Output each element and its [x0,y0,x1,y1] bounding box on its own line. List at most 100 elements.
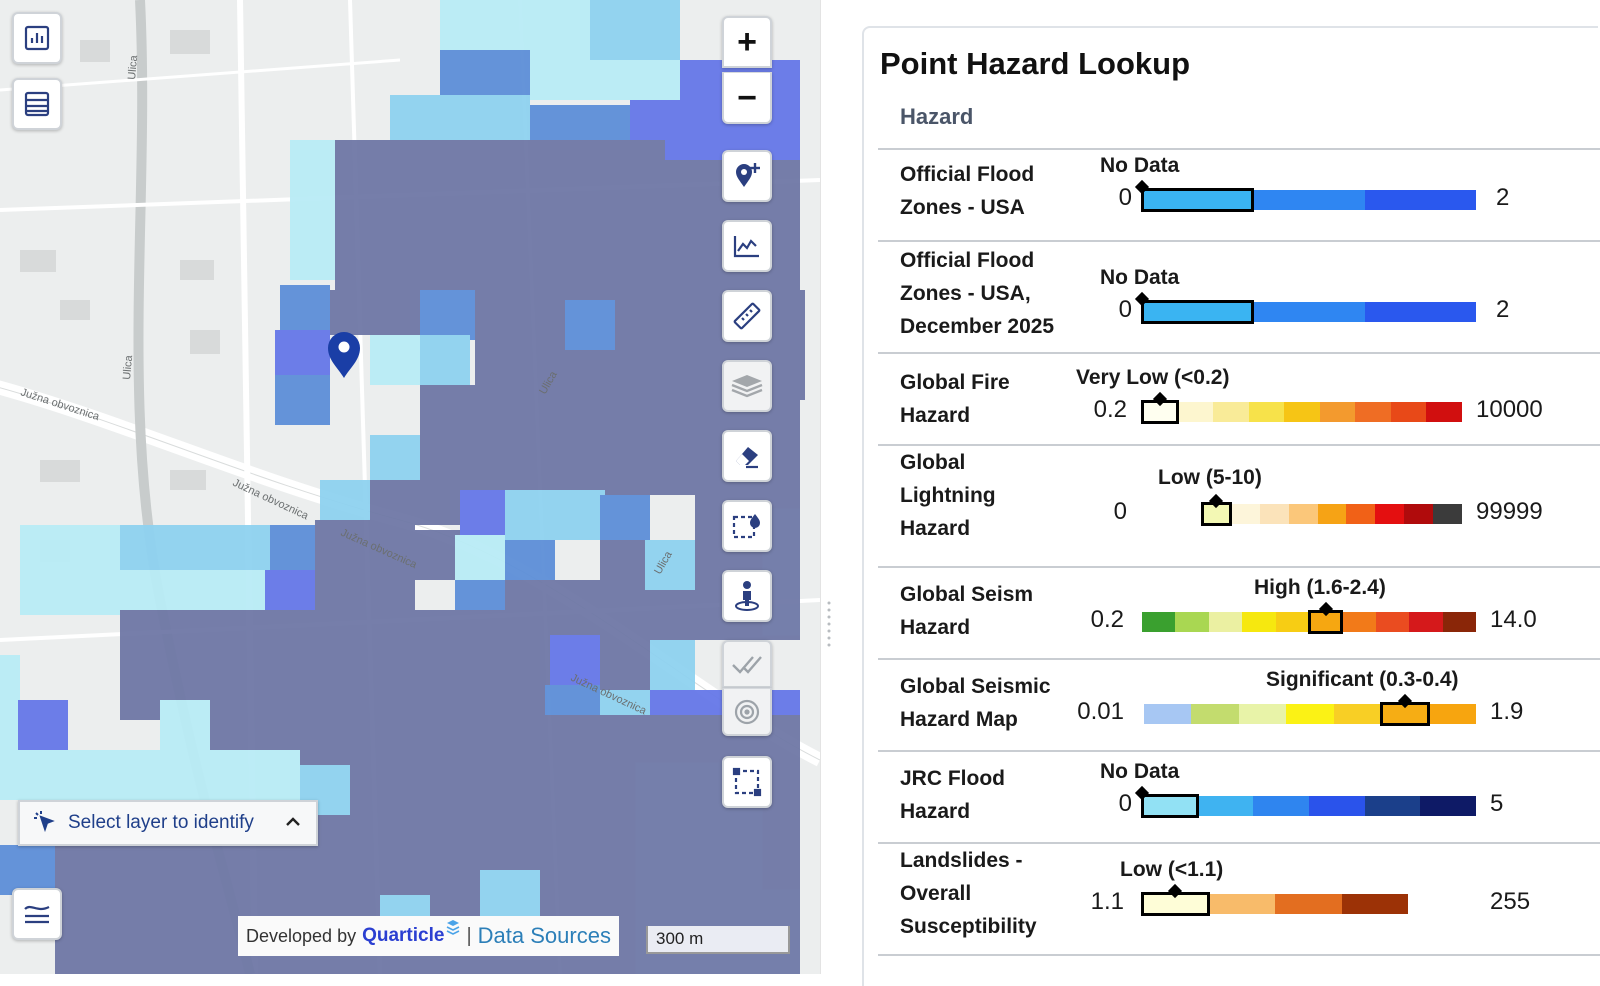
scale-segment [1308,612,1343,632]
scale-segment [1409,612,1443,632]
hazard-value: No Data [1100,760,1180,783]
scale-min: 0 [1113,498,1127,525]
scale-segment [1420,796,1476,816]
chevron-up-icon[interactable] [284,813,302,836]
scale-segment [1375,612,1410,632]
scale-min: 1.1 [1090,888,1124,915]
hazard-name-line: Hazard [900,517,971,540]
hazard-scale-bar [1142,402,1462,422]
zoom-out-button[interactable]: − [722,72,772,124]
attribution-separator: | [466,924,472,947]
hazard-value: Low (5-10) [1158,466,1262,489]
scale-segment [1390,402,1427,422]
scale-segment [1355,402,1391,422]
table-end-divider [878,954,1600,956]
scale-segment [1142,796,1198,816]
hazard-row: Global Lightning Hazard Low (5-10) 0 99999 [878,444,1600,566]
table-panel-button[interactable] [12,78,62,130]
table-icon [23,90,51,118]
map-attribution: Developed by Quarticle | Data Sources [238,916,619,956]
identify-layer-selector[interactable]: Select layer to identify [18,800,318,846]
scale-segment [1142,612,1176,632]
scale-segment [1333,704,1382,724]
scale-segment [1259,504,1289,524]
data-sources-link[interactable]: Data Sources [477,923,611,948]
scale-min: 0 [1118,790,1132,817]
hazard-scale-bar [1202,504,1462,524]
hazard-name-line: Official Flood [900,249,1035,272]
column-header-hazard: Hazard [900,104,974,129]
scale-min: 0.2 [1093,396,1127,423]
clear-button[interactable] [722,430,772,482]
scale-min: 0 [1118,296,1132,323]
scale-max: 10000 [1476,396,1543,423]
hazard-scale-bar [1142,190,1476,210]
scale-segment [1142,894,1209,914]
hazard-value: High (1.6-2.4) [1254,576,1386,599]
map-scale-bar: 300 m [646,926,790,954]
map-view[interactable]: Južna obvoznica Južna obvoznica Južna ob… [0,0,820,974]
select-area-icon [731,510,763,542]
scale-max: 2 [1496,296,1510,323]
layers-button[interactable] [722,360,772,412]
brand-logo-icon [446,919,460,940]
plus-icon: + [737,23,757,61]
profile-chart-button[interactable] [722,220,772,272]
active-class-highlight [1141,300,1255,324]
legend-button[interactable] [12,888,62,940]
scale-segment [1238,704,1287,724]
box-select-icon [732,767,762,797]
zoom-in-button[interactable]: + [722,16,772,68]
scale-segment [1317,504,1347,524]
scale-segment [1346,504,1376,524]
add-location-icon [732,161,762,191]
hazard-name: JRC Flood Hazard [900,762,1005,828]
scale-segment [1433,504,1462,524]
scale-segment [1248,402,1285,422]
street-view-button[interactable] [722,570,772,622]
hazard-name-line: Overall [900,882,972,905]
hazard-name-line: Global Seismic [900,675,1051,698]
hazard-value: Very Low (<0.2) [1076,366,1230,389]
scale-segment [1208,612,1243,632]
scale-min: 0.01 [1077,698,1124,725]
scale-max: 14.0 [1490,606,1537,633]
add-point-button[interactable] [722,150,772,202]
hazard-name-line: Lightning [900,484,996,507]
hazard-scale-bar [1142,796,1476,816]
layers-legend-icon [22,901,52,927]
box-select-button[interactable] [722,756,772,808]
scale-segment [1253,796,1309,816]
active-class-highlight [1141,188,1255,212]
hazard-row: Global Seismic Hazard Map Significant (0.3… [878,658,1600,750]
hazard-value: No Data [1100,154,1180,177]
hazard-name-line: December 2025 [900,315,1055,338]
ruler-icon [732,301,762,331]
hazard-name: Official Flood Zones - USA [900,158,1034,224]
hazard-row: Official Flood Zones - USA, December 2025 N… [878,240,1600,352]
scale-segment [1342,612,1376,632]
scale-segment [1142,402,1178,422]
hazard-name-line: Hazard [900,404,971,427]
hazard-name: Global Seism Hazard [900,578,1033,644]
hazard-name-line: Landslides - [900,849,1023,872]
scale-segment [1288,504,1318,524]
resize-handle-icon[interactable] [827,600,831,650]
scale-segment [1308,796,1365,816]
validate-button[interactable] [722,640,772,688]
target-button[interactable] [722,688,772,736]
chart-panel-button[interactable] [12,12,62,64]
hazard-value: Low (<1.1) [1120,858,1224,881]
hazard-lookup-panel: Point Hazard Lookup Hazard Official Floo… [862,26,1600,986]
select-area-button[interactable] [722,500,772,552]
location-pin-icon[interactable] [328,332,360,378]
measure-button[interactable] [722,290,772,342]
hazard-name-line: Global Fire [900,371,1010,394]
scale-segment [1404,504,1433,524]
attribution-brand[interactable]: Quarticle [362,925,445,946]
hazard-name-line: Zones - USA, [900,282,1031,305]
scale-segment [1319,402,1356,422]
eraser-icon [732,441,762,471]
scale-min: 0 [1118,184,1132,211]
scale-segment [1175,612,1209,632]
